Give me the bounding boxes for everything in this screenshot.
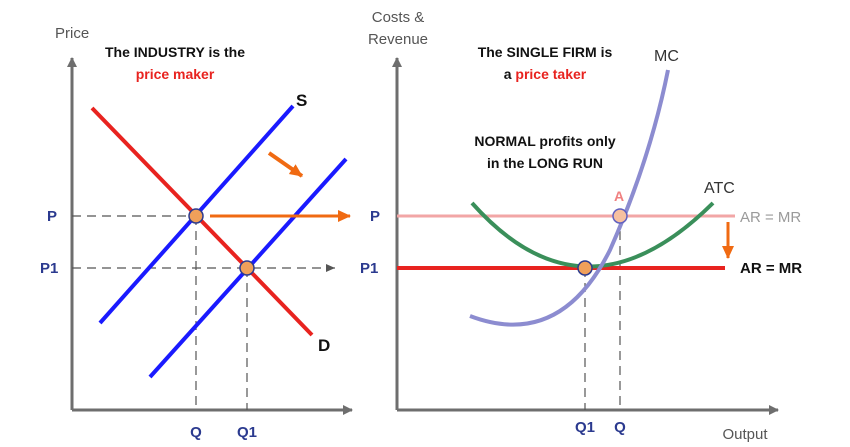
- industry-tick-q: Q: [190, 424, 202, 441]
- demand-label: D: [318, 336, 330, 355]
- firm-y-axis-title-line1: Costs &: [372, 9, 425, 26]
- firm-tick-q: Q: [614, 419, 626, 436]
- industry-equilibrium-p1: [239, 260, 255, 276]
- industry-y-axis-title: Price: [55, 25, 89, 42]
- ar-mr-old-label: AR = MR: [740, 209, 801, 226]
- firm-x-axis-title: Output: [722, 426, 768, 443]
- point-a-label: A: [614, 188, 624, 204]
- mc-curve: [469, 69, 670, 327]
- firm-tick-q1: Q1: [575, 419, 595, 436]
- firm-tick-p1: P1: [360, 260, 378, 277]
- firm-note-line1: NORMAL profits only: [474, 133, 616, 149]
- industry-tick-p: P: [47, 208, 57, 225]
- firm-heading-prefix: a: [504, 66, 516, 82]
- industry-tick-q1: Q1: [237, 424, 257, 441]
- industry-equilibrium-p: [188, 208, 204, 224]
- firm-equilibrium-point: [577, 260, 593, 276]
- firm-panel: Costs & Revenue The SINGLE FIRM is a pri…: [360, 9, 802, 443]
- mc-label: MC: [654, 48, 679, 65]
- atc-label: ATC: [704, 180, 735, 197]
- industry-panel: Price The INDUSTRY is the price maker S …: [40, 25, 353, 441]
- demand-curve: [90, 106, 314, 337]
- firm-tick-p: P: [370, 208, 380, 225]
- supply-shift-arrow: [267, 151, 304, 178]
- atc-curve: [470, 201, 715, 269]
- firm-note-line2: in the LONG RUN: [487, 155, 603, 171]
- supply-label: S: [296, 91, 307, 110]
- firm-heading-line2: a price taker: [504, 66, 587, 82]
- firm-heading-highlight: price taker: [515, 66, 586, 82]
- industry-heading-line2: price maker: [136, 66, 215, 82]
- firm-point-a: [612, 208, 628, 224]
- ar-mr-new-label: AR = MR: [740, 260, 802, 277]
- industry-tick-p1: P1: [40, 260, 58, 277]
- firm-y-axis-title-line2: Revenue: [368, 31, 428, 48]
- industry-heading-line1: The INDUSTRY is the: [105, 44, 245, 60]
- firm-heading-line1: The SINGLE FIRM is: [478, 44, 613, 60]
